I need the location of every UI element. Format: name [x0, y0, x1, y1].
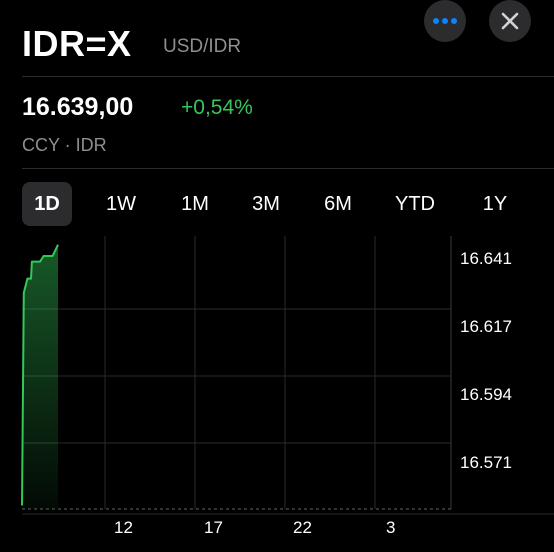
- range-tab-1m[interactable]: 1M: [181, 193, 209, 215]
- ticker-symbol: IDR=X: [22, 23, 132, 64]
- range-tab-3m[interactable]: 3M: [252, 193, 280, 215]
- y-tick-label: 16.594: [460, 385, 512, 404]
- price-chart[interactable]: 16.641 16.617 16.594 16.571 12 17 22 3: [0, 236, 554, 552]
- y-tick-label: 16.617: [460, 317, 512, 336]
- header-divider: [22, 76, 554, 77]
- current-price: 16.639,00: [22, 93, 134, 121]
- y-tick-label: 16.641: [460, 249, 512, 268]
- x-tick-label: 22: [293, 518, 312, 537]
- x-tick-label: 3: [386, 518, 395, 537]
- price-line: [21, 244, 59, 506]
- currency-subtitle: CCY · IDR: [22, 135, 107, 155]
- range-tab-ytd[interactable]: YTD: [395, 193, 435, 215]
- price-area-fill: [22, 244, 58, 509]
- x-tick-label: 12: [114, 518, 133, 537]
- more-button[interactable]: [424, 0, 466, 42]
- range-selector: 1D 1W 1M 3M 6M YTD 1Y: [22, 182, 532, 226]
- x-tick-label: 17: [204, 518, 223, 537]
- close-icon: [501, 12, 519, 30]
- range-tab-6m[interactable]: 6M: [324, 193, 352, 215]
- chart-grid: [22, 236, 554, 515]
- range-tab-1w[interactable]: 1W: [106, 193, 136, 215]
- close-button[interactable]: [489, 0, 531, 42]
- price-change: +0,54%: [181, 96, 253, 119]
- range-tab-1d[interactable]: 1D: [22, 182, 72, 226]
- ellipsis-icon: [433, 18, 457, 24]
- quote-divider: [22, 168, 554, 169]
- currency-pair: USD/IDR: [163, 36, 242, 57]
- y-tick-label: 16.571: [460, 453, 512, 472]
- range-tab-1y[interactable]: 1Y: [482, 193, 508, 215]
